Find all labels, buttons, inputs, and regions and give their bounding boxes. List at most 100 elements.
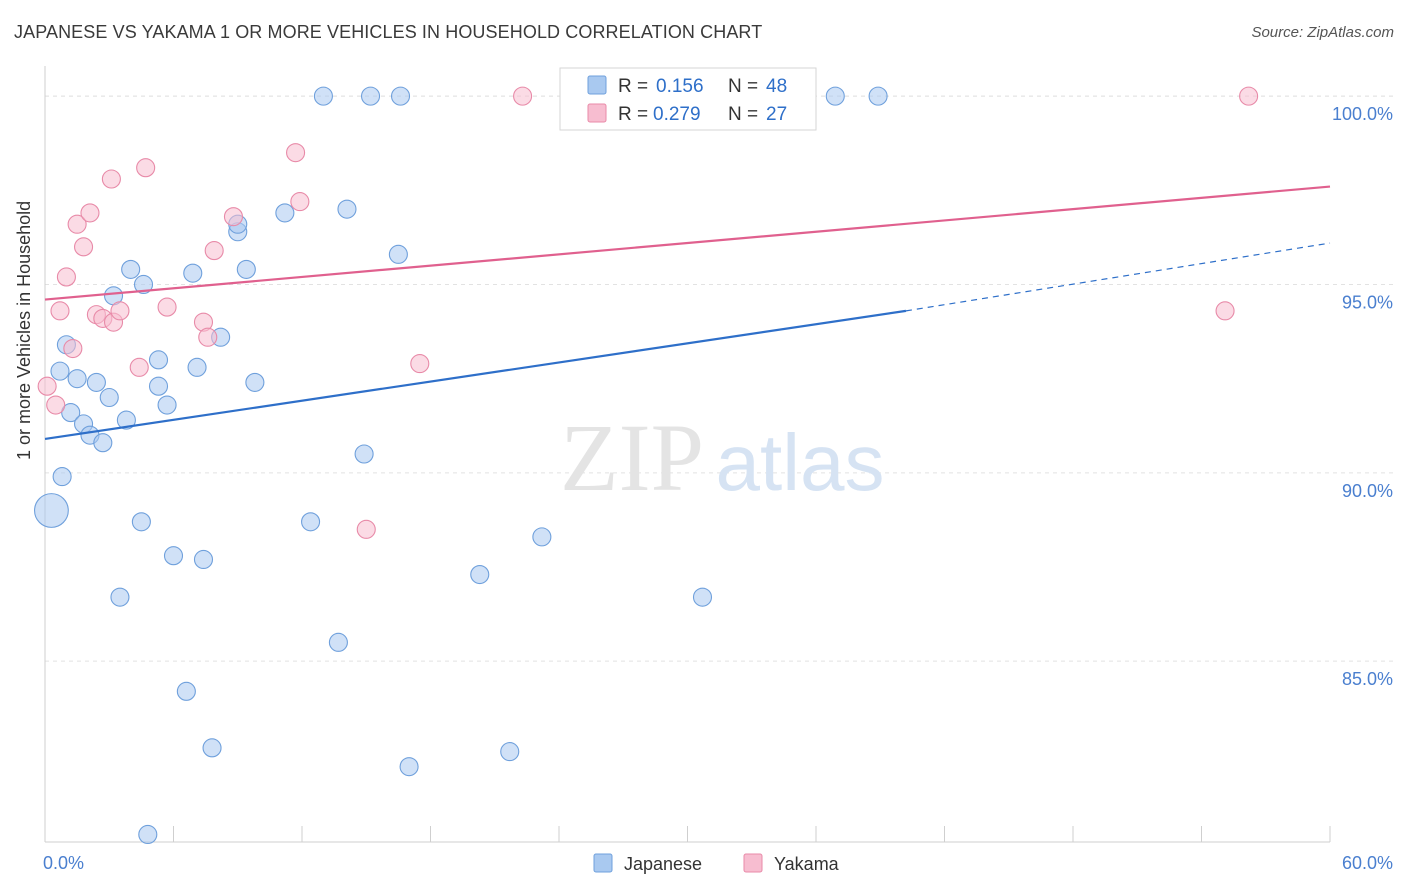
data-point-yakama (157, 297, 177, 317)
trend-line-japanese (44, 309, 907, 441)
source-label: Source: ZipAtlas.com (1251, 24, 1394, 41)
legend-swatch-japanese (587, 75, 607, 95)
trend-line-yakama (44, 185, 1331, 301)
data-point-yakama (101, 169, 121, 189)
data-point-yakama (513, 86, 533, 106)
data-point-yakama (356, 519, 376, 539)
data-point-yakama (56, 267, 76, 287)
data-point-japanese (67, 369, 87, 389)
data-point-japanese (275, 203, 295, 223)
data-point-yakama (74, 237, 94, 257)
data-point-japanese (399, 757, 419, 777)
data-point-yakama (223, 207, 244, 227)
legend-n-value-japanese: 48 (766, 76, 787, 97)
legend-item-japanese-swatch (593, 853, 613, 873)
data-point-japanese (52, 467, 72, 487)
data-point-japanese (176, 681, 196, 701)
data-point-japanese (116, 410, 136, 430)
data-point-yakama (290, 192, 310, 212)
data-point-yakama (46, 395, 66, 415)
trend-lines (44, 185, 1331, 441)
y-tick-label: 85.0% (1342, 669, 1393, 689)
data-point-japanese (360, 86, 381, 106)
data-point-japanese (313, 86, 333, 106)
legend-n-label-japanese: N = (728, 76, 758, 97)
series-legend: Japanese Yakama (593, 853, 840, 874)
legend-swatch-yakama (587, 103, 607, 123)
data-point-japanese (99, 387, 119, 408)
watermark-zip: ZIP (560, 404, 704, 511)
data-point-japanese (470, 564, 490, 585)
series-japanese (33, 86, 888, 845)
data-point-japanese (236, 259, 256, 279)
data-point-japanese (328, 632, 348, 652)
data-point-yakama (204, 241, 224, 261)
data-point-japanese (868, 86, 888, 106)
y-tick-label: 90.0% (1342, 481, 1393, 501)
data-point-japanese (354, 444, 374, 464)
data-point-yakama (80, 203, 100, 223)
data-point-japanese (187, 357, 207, 377)
legend-n-value-yakama: 27 (766, 104, 787, 125)
data-point-japanese (50, 361, 70, 381)
data-point-yakama (67, 214, 87, 234)
data-points (33, 86, 1259, 845)
legend-item-yakama-swatch (743, 853, 763, 873)
data-point-japanese (86, 372, 106, 392)
data-point-japanese (157, 395, 177, 415)
data-point-yakama (129, 357, 149, 377)
data-point-japanese (61, 403, 81, 423)
data-point-japanese (301, 512, 321, 532)
data-point-yakama (1239, 86, 1259, 106)
data-point-yakama (286, 143, 306, 163)
data-point-japanese (390, 86, 411, 106)
data-point-yakama (136, 158, 156, 178)
data-point-japanese (532, 527, 552, 547)
legend-r-value-japanese: 0.156 (656, 76, 704, 97)
data-point-yakama (198, 327, 218, 347)
legend-r-label-japanese: R = (618, 76, 648, 97)
watermark-atlas: atlas (716, 418, 885, 507)
legend-item-yakama: Yakama (774, 854, 840, 874)
series-yakama (37, 86, 1259, 539)
x-tick-label-max: 60.0% (1342, 853, 1393, 873)
data-point-yakama (110, 301, 130, 321)
axes (44, 66, 1331, 843)
data-point-japanese (388, 244, 408, 264)
legend-n-label-yakama: N = (728, 104, 758, 125)
y-tick-label: 100.0% (1332, 104, 1393, 124)
stats-legend: R = 0.156 N = 48 R = 0.279 N = 27 (559, 67, 817, 131)
data-point-japanese (202, 738, 222, 758)
data-point-japanese (110, 587, 130, 607)
data-point-japanese (121, 259, 141, 279)
x-tick-label-min: 0.0% (43, 853, 84, 873)
data-point-japanese (133, 274, 154, 295)
data-point-yakama (50, 301, 70, 321)
data-point-japanese (148, 376, 169, 396)
data-point-yakama (63, 338, 83, 359)
data-point-japanese (148, 350, 169, 370)
data-point-japanese (245, 372, 265, 392)
data-point-japanese (825, 86, 845, 106)
data-point-japanese (337, 199, 357, 219)
data-point-yakama (410, 354, 430, 374)
y-tick-label: 95.0% (1342, 292, 1393, 312)
legend-r-value-yakama: 0.279 (653, 104, 701, 125)
data-point-japanese (193, 549, 214, 570)
data-point-japanese (131, 512, 151, 532)
tick-labels: 85.0% 90.0% 95.0% 100.0% 0.0% 60.0% (43, 104, 1393, 873)
data-point-yakama (37, 376, 57, 396)
data-point-japanese (692, 587, 713, 607)
data-point-japanese (33, 493, 69, 528)
chart-title: JAPANESE VS YAKAMA 1 OR MORE VEHICLES IN… (14, 22, 763, 42)
trend-extension-japanese (905, 242, 1331, 312)
legend-r-label-yakama: R = (618, 104, 648, 125)
legend-item-japanese: Japanese (624, 854, 702, 874)
data-point-japanese (183, 263, 203, 283)
data-point-japanese (93, 433, 113, 453)
data-point-yakama (1215, 301, 1235, 321)
data-point-japanese (500, 742, 520, 762)
data-point-japanese (138, 824, 158, 845)
data-point-japanese (163, 546, 184, 566)
